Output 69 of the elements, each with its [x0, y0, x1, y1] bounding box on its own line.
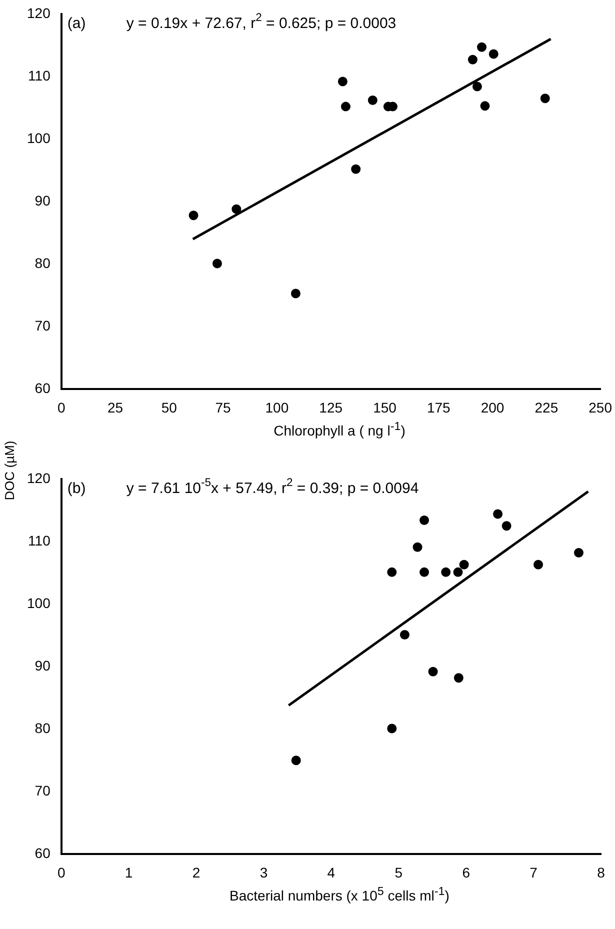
y-tick-label: 70	[34, 318, 51, 334]
x-tick-label: 25	[107, 399, 124, 416]
y-tick-label: 100	[27, 594, 51, 611]
point	[291, 756, 301, 766]
point	[493, 509, 503, 519]
y-tick-label: 90	[34, 657, 51, 674]
x-tick-label: 6	[462, 864, 470, 880]
point	[340, 102, 350, 112]
point	[441, 567, 451, 577]
y-tick-label: 120	[27, 4, 51, 21]
point	[420, 516, 430, 526]
point	[472, 82, 482, 92]
x-tick-label: 175	[426, 399, 451, 416]
point	[420, 567, 430, 577]
x-tick-label: 250	[588, 399, 612, 416]
point	[540, 94, 550, 104]
x-tick-label: 2	[192, 864, 200, 880]
y-axis-title: DOC (µM)	[2, 440, 18, 500]
x-tick-label: 8	[597, 864, 606, 880]
point	[534, 560, 544, 570]
y-tick-label: 80	[34, 254, 51, 271]
x-axis-title: Bacterial numbers (x 10$^{5}$ cells ml$^{-1}$)	[228, 885, 450, 904]
y-tick-label: 60	[34, 380, 51, 396]
x-tick-label: 200	[480, 399, 504, 416]
point	[502, 521, 512, 531]
x-tick-label: 50	[161, 399, 178, 416]
y-tick-label: 100	[27, 130, 51, 146]
chart-title: (b)	[67, 480, 86, 498]
point	[338, 76, 348, 86]
x-tick-label: 225	[534, 399, 558, 416]
x-tick-label: 1	[124, 864, 133, 880]
point	[428, 666, 438, 676]
point	[480, 101, 490, 111]
point	[574, 548, 584, 558]
x-axis-title: Chlorophyll a ( ng l$^{-1}$)	[272, 420, 406, 439]
y-tick-label: 120	[27, 470, 51, 486]
point	[290, 288, 300, 298]
y-tick-label: 80	[34, 720, 51, 736]
x-tick-label: 7	[530, 864, 538, 880]
point	[468, 54, 478, 64]
x-tick-label: 0	[57, 399, 66, 416]
point	[477, 42, 486, 52]
x-tick-label: 125	[319, 399, 343, 416]
point	[453, 567, 463, 577]
point	[387, 724, 397, 734]
point	[412, 542, 422, 552]
y-tick-label: 60	[34, 845, 51, 862]
y-tick-label: 110	[28, 67, 51, 84]
x-tick-label: 4	[327, 864, 336, 880]
point	[368, 96, 378, 106]
y-tick-label: 90	[34, 192, 51, 208]
point	[454, 673, 464, 683]
point	[400, 630, 410, 640]
point	[459, 560, 469, 570]
x-tick-label: 5	[394, 864, 403, 880]
chart-title: (a)	[67, 15, 86, 32]
point	[232, 204, 242, 214]
point	[387, 567, 397, 577]
point	[188, 210, 198, 220]
point	[212, 258, 222, 268]
point	[488, 49, 498, 59]
x-tick-label: 3	[260, 864, 268, 880]
x-tick-label: 75	[215, 399, 232, 416]
y-tick-label: 70	[34, 782, 51, 799]
y-tick-label: 110	[28, 532, 51, 548]
point	[351, 164, 361, 174]
x-tick-label: 150	[373, 399, 397, 416]
x-tick-label: 100	[265, 399, 289, 416]
x-tick-label: 0	[57, 864, 66, 880]
